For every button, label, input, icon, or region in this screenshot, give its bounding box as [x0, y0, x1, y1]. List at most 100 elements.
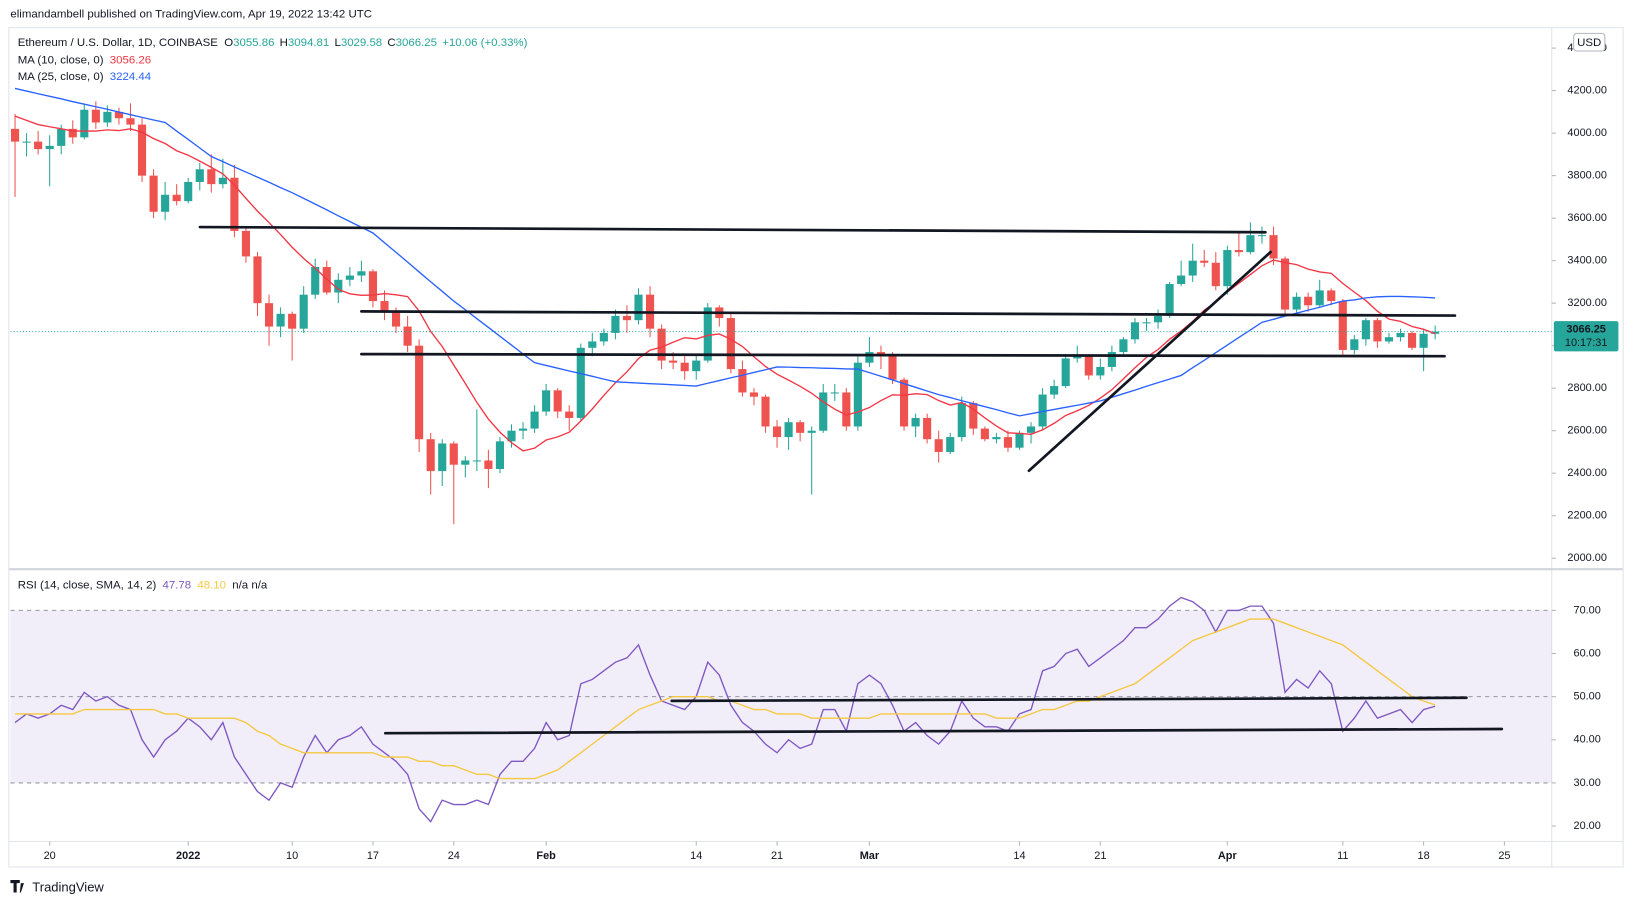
x-tick-label: 20	[44, 850, 56, 862]
candle-body	[495, 441, 505, 469]
candle-body	[1153, 315, 1163, 323]
y-tick-label: 2000.00	[1567, 552, 1606, 564]
legend-value: 47.78	[163, 579, 192, 591]
candle-body	[1130, 322, 1140, 340]
candle-body	[103, 111, 112, 123]
last-price-label: 3066.25	[1566, 323, 1605, 335]
candle-body	[980, 428, 989, 440]
x-tick-label: 21	[771, 850, 783, 862]
candle-body	[657, 328, 666, 361]
legend-name: MA (25, close, 0)	[18, 71, 104, 83]
candle-body	[553, 390, 562, 412]
candle-body	[761, 396, 770, 427]
trend-lines	[198, 225, 1504, 735]
y-tick-label: 30.00	[1574, 777, 1601, 789]
candle-body	[622, 315, 632, 321]
candle-body	[1327, 290, 1336, 302]
candle-body	[34, 141, 43, 150]
y-tick-label: 3800.00	[1567, 170, 1606, 182]
candle-body	[426, 439, 435, 472]
candle-body	[588, 341, 597, 348]
currency-label[interactable]: USD	[1577, 37, 1601, 49]
candle-body	[472, 460, 481, 462]
x-tick-label: 10	[286, 850, 298, 862]
candle-body	[415, 345, 424, 440]
candle-body	[1061, 358, 1070, 387]
candle-body	[253, 256, 262, 304]
ohlc-letter: H	[280, 37, 288, 49]
x-tick-label: 25	[1498, 850, 1510, 862]
candle-body	[357, 271, 366, 276]
candle-body	[1396, 332, 1405, 338]
candle-body	[161, 194, 170, 212]
indicator-line	[14, 87, 1436, 417]
trend-line	[1027, 250, 1272, 473]
ohlc-letter: L	[334, 37, 340, 49]
legend-value: 3056.26	[110, 55, 151, 67]
candle-body	[184, 182, 193, 202]
y-tick-label: 50.00	[1574, 691, 1601, 703]
candle-body	[380, 301, 389, 312]
candle-body	[1419, 333, 1428, 348]
candle-body	[449, 443, 458, 465]
candle-body	[218, 177, 227, 185]
candle-body	[934, 439, 943, 452]
currency-badge[interactable]: USD	[1573, 32, 1606, 52]
y-tick-label: 70.00	[1574, 604, 1601, 616]
candle-body	[461, 460, 470, 465]
ohlc-value: 3055.86	[233, 37, 274, 49]
candle-body	[507, 430, 516, 442]
candle-body	[518, 428, 528, 431]
x-tick-label: 17	[367, 850, 379, 862]
x-tick-label: Feb	[536, 850, 556, 862]
candle-body	[230, 177, 239, 231]
candle-body	[1304, 296, 1313, 306]
candle-body	[368, 271, 378, 302]
candle-body	[530, 411, 539, 429]
candle-body	[611, 315, 620, 333]
candle-body	[1084, 356, 1093, 376]
candle-body	[842, 392, 851, 427]
candle-body	[703, 307, 712, 361]
y-tick-label: 3200.00	[1567, 297, 1606, 309]
publish-header: elimandambell published on TradingView.c…	[10, 9, 372, 21]
y-tick-label: 4200.00	[1567, 84, 1606, 96]
countdown-label: 10:17:31	[1565, 337, 1608, 349]
candle-body	[1408, 332, 1417, 348]
candle-body	[311, 267, 320, 295]
candle-body	[830, 392, 839, 394]
legend-extra: n/a n/a	[232, 579, 268, 591]
candle-body	[391, 311, 401, 327]
candle-body	[946, 437, 955, 452]
candle-body	[911, 417, 920, 427]
indicator-line	[14, 596, 1436, 823]
candle-body	[1188, 260, 1197, 276]
x-tick-label: 14	[1013, 850, 1025, 862]
candle-body	[91, 109, 100, 123]
x-tick-label: Apr	[1218, 850, 1238, 862]
candle-body	[1073, 356, 1082, 359]
price-pane	[10, 87, 1552, 525]
y-tick-label: 2600.00	[1567, 425, 1606, 437]
candle-body	[784, 422, 793, 438]
candle-body	[1038, 394, 1047, 427]
currency-box[interactable]	[1573, 32, 1606, 52]
x-tick-label: 18	[1418, 850, 1430, 862]
chart-frame	[8, 27, 1624, 868]
candle-body	[796, 422, 805, 433]
ohlc-value: 3094.81	[288, 37, 329, 49]
y-tick-label: 3400.00	[1567, 255, 1606, 267]
x-tick-label: 11	[1337, 850, 1348, 862]
candle-body	[923, 417, 932, 440]
y-tick-label: 20.00	[1574, 820, 1601, 832]
candle-body	[1292, 296, 1301, 310]
resistance-line	[360, 310, 1457, 317]
ohlc-value: 3029.58	[341, 37, 382, 49]
candle-body	[10, 128, 20, 142]
price-change: +10.06 (+0.33%)	[442, 37, 527, 49]
legend-value: 48.10	[197, 579, 226, 591]
candle-body	[345, 275, 354, 280]
candle-body	[992, 437, 1001, 440]
candle-body	[1142, 322, 1151, 324]
x-tick-label: 2022	[176, 850, 200, 862]
